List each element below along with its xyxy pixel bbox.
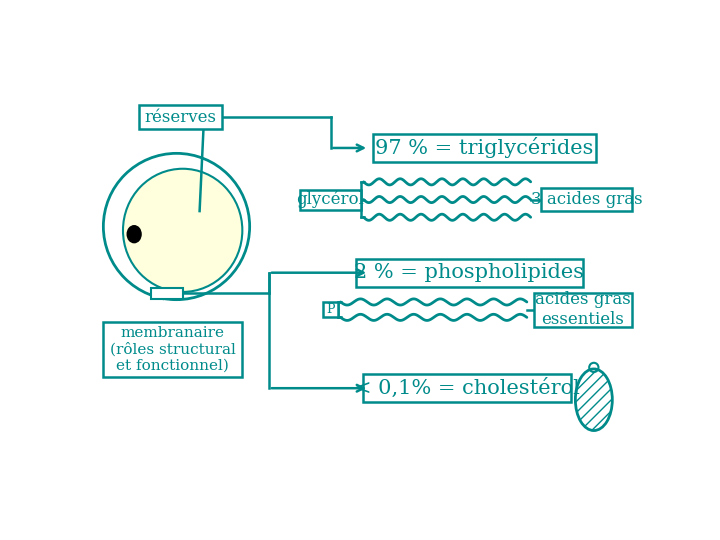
FancyBboxPatch shape: [104, 322, 242, 377]
Text: glycérol: glycérol: [297, 191, 364, 208]
Text: P: P: [326, 303, 335, 316]
FancyBboxPatch shape: [300, 190, 361, 210]
FancyBboxPatch shape: [373, 134, 596, 162]
Text: 3 acides gras: 3 acides gras: [531, 191, 643, 208]
Text: < 0,1% = cholestérol: < 0,1% = cholestérol: [354, 378, 580, 398]
FancyBboxPatch shape: [323, 302, 338, 318]
FancyBboxPatch shape: [139, 105, 222, 130]
Text: membranaire
(rôles structural
et fonctionnel): membranaire (rôles structural et fonctio…: [109, 326, 235, 373]
Text: acides gras
essentiels: acides gras essentiels: [535, 292, 631, 328]
Ellipse shape: [123, 168, 243, 292]
FancyBboxPatch shape: [534, 293, 632, 327]
FancyBboxPatch shape: [151, 288, 184, 299]
Text: 97 % = triglycérides: 97 % = triglycérides: [375, 138, 594, 158]
FancyBboxPatch shape: [541, 188, 632, 211]
Ellipse shape: [127, 226, 141, 242]
Text: 2 % = phospholipides: 2 % = phospholipides: [354, 263, 584, 282]
Text: réserves: réserves: [144, 109, 216, 126]
FancyBboxPatch shape: [356, 259, 582, 287]
FancyBboxPatch shape: [363, 374, 571, 402]
